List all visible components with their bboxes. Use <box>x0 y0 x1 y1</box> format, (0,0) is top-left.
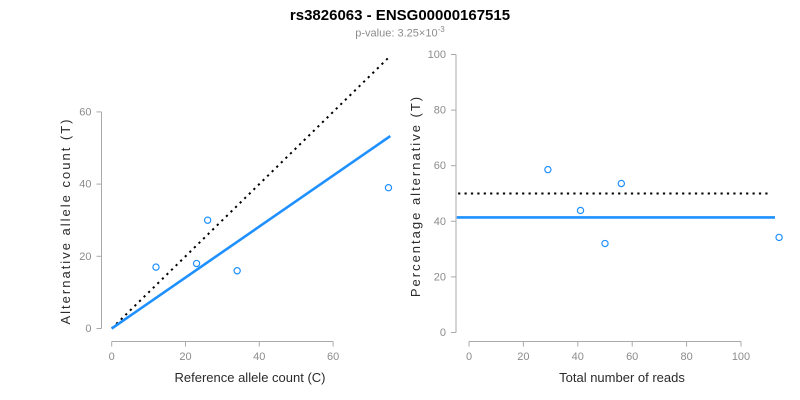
y-tick-label: 0 <box>440 327 446 339</box>
data-point <box>617 179 626 188</box>
left-y-axis-title: Alternative allele count (T) <box>58 117 73 324</box>
data-point <box>576 206 585 215</box>
x-tick-label: 20 <box>517 351 529 363</box>
x-tick-label: 60 <box>327 351 339 363</box>
p-value-mantissa: 3.25 <box>397 27 419 40</box>
right-x-axis-title: Total number of reads <box>559 370 685 385</box>
y-tick-label: 20 <box>79 251 91 263</box>
y-tick-label: 80 <box>434 105 446 117</box>
y-tick-label: 60 <box>79 106 91 118</box>
p-value-times-ten: ×10 <box>418 27 438 40</box>
y-tick-label: 60 <box>434 160 446 172</box>
data-point <box>601 239 609 248</box>
y-tick-label: 20 <box>434 271 446 283</box>
p-value-exponent: -3 <box>437 25 445 34</box>
p-value-label: p-value: <box>355 27 398 40</box>
page-title: rs3826063 - ENSG00000167515 <box>289 7 511 24</box>
data-point <box>152 263 160 271</box>
data-point <box>203 216 212 224</box>
plot-layer: 0 20 40 60 0 20 40 60 0 20 40 60 80 100 0 20 40 60 80 100 <box>79 49 783 363</box>
x-tick-label: 80 <box>680 351 692 363</box>
x-tick-label: 0 <box>466 351 472 363</box>
p-value-subtitle: p-value: 3.25×10-3 <box>0 25 800 40</box>
data-point <box>233 267 241 275</box>
x-tick-label: 40 <box>572 351 584 363</box>
identity-line <box>111 55 391 330</box>
data-point <box>192 259 201 268</box>
y-tick-label: 40 <box>79 179 91 191</box>
data-point <box>544 165 552 174</box>
x-tick-label: 100 <box>732 351 750 363</box>
y-tick-label: 100 <box>428 49 446 61</box>
fitted-ratio-line <box>110 135 392 330</box>
x-tick-label: 60 <box>626 351 638 363</box>
y-tick-label: 0 <box>85 323 91 335</box>
x-tick-label: 40 <box>253 351 265 363</box>
left-x-axis-title: Reference allele count (C) <box>174 370 325 385</box>
x-tick-label: 0 <box>109 351 115 363</box>
data-point <box>775 233 783 242</box>
right-y-axis-title: Percentage alternative (T) <box>408 95 423 297</box>
y-tick-label: 40 <box>434 216 446 228</box>
data-point <box>384 184 393 192</box>
x-tick-label: 20 <box>179 351 191 363</box>
